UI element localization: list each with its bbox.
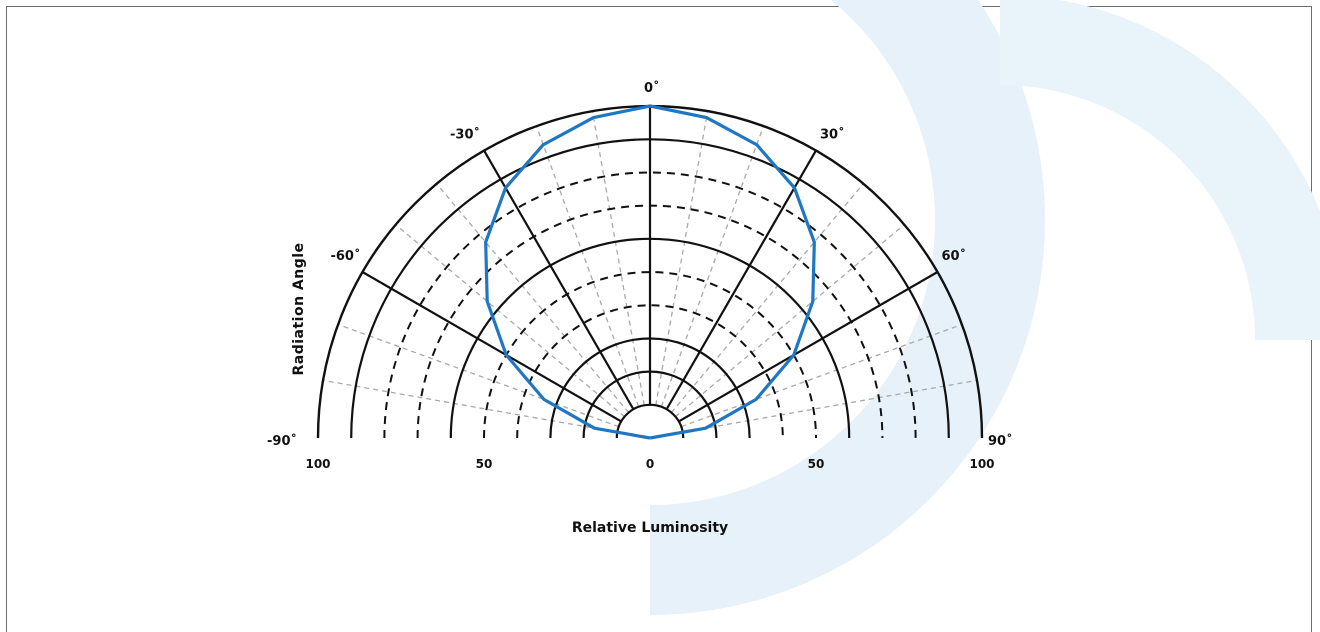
angle-tick-label: 30˚ bbox=[820, 126, 845, 142]
grid-spoke-fine bbox=[592, 111, 644, 405]
angle-tick-label: 60˚ bbox=[942, 248, 967, 264]
angle-tick-label: 0˚ bbox=[644, 80, 660, 96]
radial-tick-label: 50 bbox=[808, 457, 825, 471]
angle-tick-label: 90˚ bbox=[988, 433, 1013, 449]
grid-spoke-fine bbox=[656, 111, 708, 405]
watermark bbox=[650, 0, 1300, 560]
grid-spoke-major bbox=[362, 272, 621, 421]
watermark-arc bbox=[1000, 40, 1300, 340]
grid-spoke-fine bbox=[323, 380, 617, 432]
radial-tick-label: 0 bbox=[646, 457, 654, 471]
radial-tick-label: 50 bbox=[476, 457, 493, 471]
angle-tick-label: -60˚ bbox=[330, 248, 360, 264]
radial-tick-label: 100 bbox=[305, 457, 330, 471]
radial-tick-label: 100 bbox=[969, 457, 994, 471]
x-axis-title: Relative Luminosity bbox=[572, 520, 728, 536]
grid-spoke-fine bbox=[675, 225, 904, 417]
angle-tick-label: -90˚ bbox=[267, 433, 297, 449]
angle-tick-label: -30˚ bbox=[450, 126, 480, 142]
grid-spoke-fine bbox=[437, 184, 629, 413]
y-axis-title: Radiation Angle bbox=[291, 242, 307, 375]
